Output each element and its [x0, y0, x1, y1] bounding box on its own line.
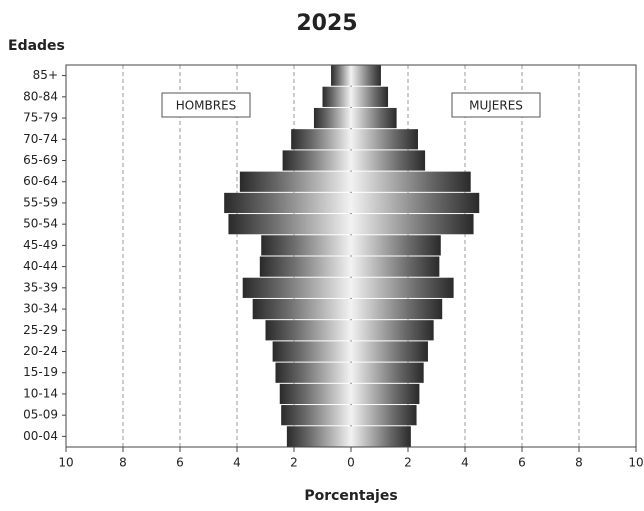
- y-tick-label: 60-64: [23, 174, 58, 188]
- y-tick-label: 00-04: [23, 429, 58, 443]
- y-tick-label: 05-09: [23, 408, 58, 422]
- bar: [351, 214, 474, 235]
- y-tick-label: 85+: [33, 68, 58, 82]
- bar: [351, 362, 424, 383]
- x-tick-label: 10: [628, 456, 643, 470]
- bar: [331, 65, 351, 86]
- bar: [224, 192, 351, 214]
- bar: [281, 405, 351, 426]
- y-tick-label: 55-59: [23, 195, 58, 209]
- bar: [351, 256, 440, 277]
- y-tick-label: 10-14: [23, 386, 58, 400]
- bar: [351, 192, 480, 214]
- bar: [351, 405, 417, 426]
- bar: [239, 171, 351, 192]
- bar: [282, 150, 351, 171]
- bar: [351, 383, 420, 405]
- x-tick-label: 2: [290, 456, 298, 470]
- bar: [351, 129, 418, 150]
- annotation-box: [451, 92, 541, 118]
- x-tick-label: 10: [58, 456, 73, 470]
- x-tick-label: 8: [575, 456, 583, 470]
- bar: [351, 341, 428, 362]
- bar: [279, 383, 351, 405]
- y-tick-label: 45-49: [23, 238, 58, 252]
- x-tick-label: 4: [233, 456, 241, 470]
- bar: [351, 426, 411, 447]
- y-axis-label: Edades: [8, 38, 65, 54]
- bar: [261, 235, 351, 256]
- x-tick-label: 6: [176, 456, 184, 470]
- annotation: HOMBRES: [176, 99, 237, 113]
- x-tick-label: 2: [404, 456, 412, 470]
- bar: [351, 171, 471, 192]
- y-tick-label: 80-84: [23, 89, 58, 103]
- bar: [259, 256, 351, 277]
- bar: [351, 107, 397, 129]
- bar: [291, 129, 351, 150]
- bar: [252, 298, 351, 320]
- y-tick-label: 70-74: [23, 132, 58, 146]
- y-tick-label: 25-29: [23, 323, 58, 337]
- annotation: MUJERES: [469, 99, 523, 113]
- bar: [351, 65, 381, 86]
- bar: [272, 341, 351, 362]
- bar: [322, 86, 351, 107]
- bar: [286, 426, 351, 447]
- x-axis-label: Porcentajes: [304, 488, 397, 504]
- chart-title: 2025: [296, 11, 357, 36]
- bar: [275, 362, 351, 383]
- y-tick-label: 50-54: [23, 217, 58, 231]
- annotation-box: [161, 92, 251, 118]
- x-tick-label: 8: [119, 456, 127, 470]
- y-tick-label: 65-69: [23, 153, 58, 167]
- bar: [351, 235, 441, 256]
- bar: [351, 86, 389, 107]
- bar: [351, 320, 434, 341]
- bar: [313, 107, 351, 129]
- bar: [242, 277, 351, 298]
- bar: [351, 150, 426, 171]
- y-tick-label: 15-19: [23, 365, 58, 379]
- y-tick-label: 40-44: [23, 259, 58, 273]
- y-tick-label: 75-79: [23, 111, 58, 125]
- bar: [351, 277, 454, 298]
- x-tick-label: 6: [518, 456, 526, 470]
- y-tick-label: 30-34: [23, 302, 58, 316]
- bars: [224, 65, 480, 447]
- bar: [265, 320, 351, 341]
- bar: [228, 214, 351, 235]
- x-tick-label: 4: [461, 456, 469, 470]
- x-tick-label: 0: [347, 456, 355, 470]
- y-tick-label: 20-24: [23, 344, 58, 358]
- y-tick-label: 35-39: [23, 280, 58, 294]
- bar: [351, 298, 443, 320]
